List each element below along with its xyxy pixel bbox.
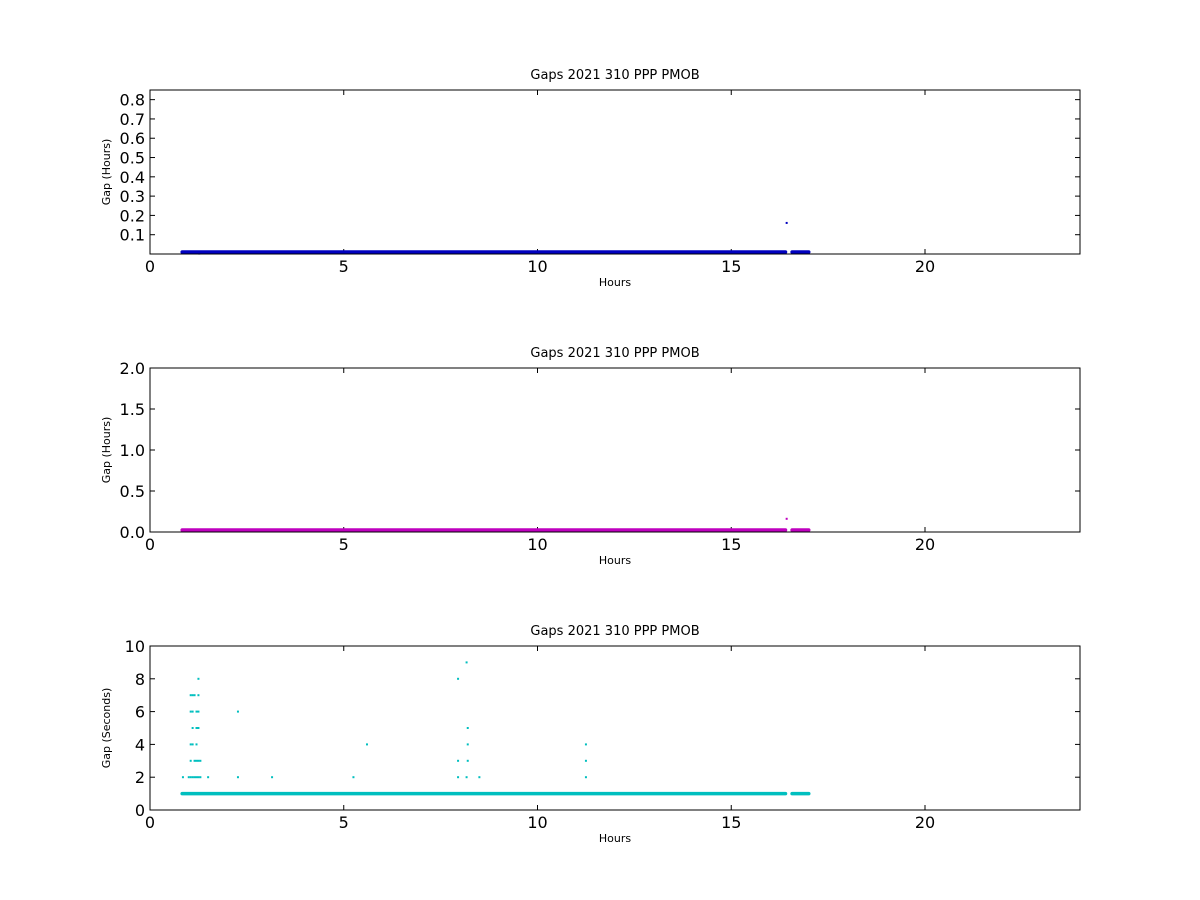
data-point [193, 759, 196, 762]
data-point [457, 677, 460, 680]
x-tick-label: 20 [915, 813, 935, 832]
chart-title: Gaps 2021 310 PPP PMOB [530, 624, 699, 639]
y-tick-label: 2 [135, 768, 145, 787]
data-point [187, 776, 190, 779]
x-tick-label: 10 [527, 257, 547, 276]
y-tick-label: 0.4 [120, 168, 145, 187]
data-point [366, 743, 368, 746]
x-tick-label: 5 [339, 257, 349, 276]
data-point [195, 710, 198, 713]
y-tick-label: 1.5 [120, 400, 145, 419]
data-point [197, 694, 200, 697]
data-point [189, 710, 192, 713]
data-point [191, 743, 194, 746]
data-point [195, 776, 198, 779]
y-tick-label: 8 [135, 670, 145, 689]
y-tick-label: 0.0 [120, 523, 145, 542]
data-point [478, 776, 481, 779]
y-tick-label: 0.2 [120, 206, 145, 225]
data-point [236, 776, 239, 779]
y-tick-label: 0.3 [120, 187, 145, 206]
data-point [197, 727, 200, 729]
data-point [466, 727, 469, 729]
plot-frame [149, 645, 1081, 811]
chart-panel-3: Gaps 2021 310 PPP PMOB Hours Gap (Seconds)… [100, 624, 1081, 845]
data-point [195, 759, 198, 762]
data-point [197, 759, 200, 762]
data-point [195, 727, 198, 729]
x-tick-label: 15 [721, 257, 741, 276]
chart-title: Gaps 2021 310 PPP PMOB [530, 346, 699, 361]
data-point [785, 517, 788, 520]
x-axis-label: Hours [599, 276, 631, 289]
chart-title: Gaps 2021 310 PPP PMOB [530, 68, 699, 83]
chart-panel-1: Gaps 2021 310 PPP PMOB Hours Gap (Hours) 0 5… [100, 68, 1081, 289]
data-point [466, 759, 469, 762]
x-tick-label: 10 [527, 813, 547, 832]
y-tick-label: 0 [135, 801, 145, 820]
data-point [189, 759, 192, 762]
x-tick-label: 20 [915, 257, 935, 276]
data-point [584, 743, 587, 746]
data-point [191, 776, 194, 779]
x-axis-label: Hours [599, 554, 631, 567]
x-tick-label: 0 [145, 813, 155, 832]
chart-panel-2: Gaps 2021 310 PPP PMOB Hours Gap (Hours) 0 5… [100, 346, 1081, 567]
y-tick-label: 0.6 [120, 129, 145, 148]
y-tick-label: 0.8 [120, 91, 145, 110]
y-tick-label: 0.5 [120, 149, 145, 168]
data-point [193, 776, 196, 779]
x-tick-label: 0 [145, 535, 155, 554]
data-point [457, 776, 460, 779]
data-point [584, 759, 587, 762]
plot-frame [149, 89, 1081, 255]
data-point [584, 776, 587, 779]
y-tick-label: 1.0 [120, 441, 145, 460]
y-axis-label: Gap (Seconds) [100, 688, 113, 769]
data-point [207, 776, 210, 779]
x-tick-label: 15 [721, 535, 741, 554]
data-point [197, 776, 200, 779]
x-tick-label: 0 [145, 257, 155, 276]
data-point [189, 776, 192, 779]
y-tick-label: 6 [135, 703, 145, 722]
x-axis-label: Hours [599, 832, 631, 845]
y-axis-label: Gap (Hours) [100, 139, 113, 206]
y-tick-label: 0.7 [120, 110, 145, 129]
data-point [465, 661, 468, 664]
data-point [199, 776, 202, 779]
data-point [191, 710, 194, 713]
data-point [271, 776, 274, 779]
y-tick-label: 0.1 [120, 226, 145, 245]
data-point [189, 743, 192, 746]
x-tick-label: 10 [527, 535, 547, 554]
y-tick-label: 4 [135, 735, 145, 754]
data-point [181, 776, 184, 779]
data-point [466, 743, 469, 746]
data-point [189, 694, 192, 697]
data-point [465, 776, 468, 779]
data-point [197, 710, 200, 713]
plot-frame [149, 367, 1081, 533]
y-tick-label: 2.0 [120, 359, 145, 378]
data-point [197, 677, 200, 680]
data-point [195, 743, 198, 746]
y-tick-label: 0.5 [120, 482, 145, 501]
data-point [457, 759, 460, 762]
x-tick-label: 5 [339, 535, 349, 554]
data-point [236, 710, 239, 713]
x-tick-label: 5 [339, 813, 349, 832]
y-tick-label: 10 [125, 637, 145, 656]
data-point [191, 694, 194, 697]
data-point [199, 759, 202, 762]
data-point [193, 694, 196, 697]
y-axis-label: Gap (Hours) [100, 417, 113, 484]
data-point [352, 776, 355, 779]
data-point [191, 727, 194, 729]
x-tick-label: 20 [915, 535, 935, 554]
x-tick-label: 15 [721, 813, 741, 832]
data-point [785, 221, 788, 224]
